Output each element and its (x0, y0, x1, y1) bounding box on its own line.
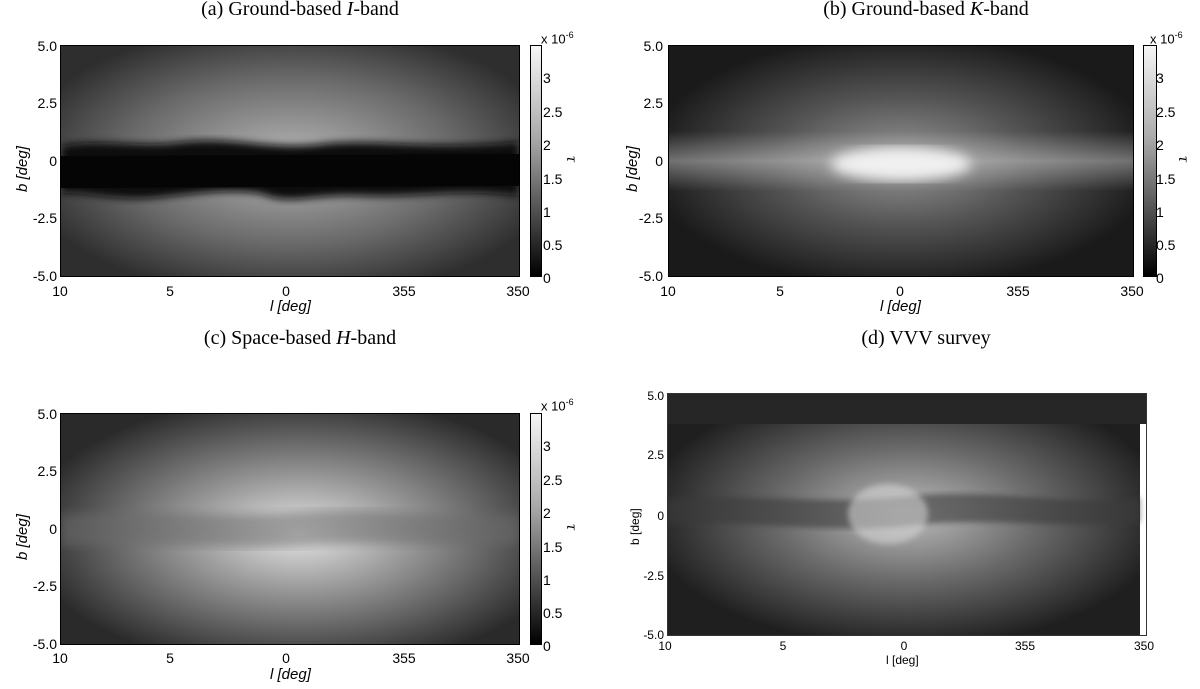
colorbar-tick: 1.5 (543, 539, 563, 555)
x-tick: 5 (166, 650, 174, 666)
y-tick: -2.5 (32, 210, 57, 226)
colorbar-tick: 0 (1156, 270, 1164, 286)
heatmap-plot (667, 393, 1147, 636)
heatmap-image (669, 46, 1133, 276)
y-axis-label: b [deg] (14, 146, 31, 192)
colorbar-tick: 2.5 (543, 104, 563, 120)
x-tick: 350 (1120, 283, 1144, 299)
x-tick: 10 (658, 639, 672, 653)
y-axis-label: b [deg] (14, 514, 31, 560)
y-tick: -2.5 (32, 578, 57, 594)
heatmap-image (61, 46, 519, 276)
colorbar (530, 413, 542, 645)
y-tick: 2.5 (37, 95, 57, 111)
colorbar-tick: 3 (543, 70, 551, 86)
colorbar-tick: 3 (1156, 70, 1164, 86)
y-tick: 0 (657, 509, 664, 523)
y-tick: 0 (49, 521, 57, 537)
heatmap-plot (668, 45, 1134, 277)
colorbar-label: τ (1174, 156, 1192, 162)
colorbar-tick: 2 (543, 505, 551, 521)
x-tick: 350 (506, 650, 530, 666)
x-tick: 355 (1006, 283, 1030, 299)
x-tick: 5 (779, 639, 787, 653)
colorbar-multiplier: x 10-6 (1150, 30, 1183, 47)
heatmap-plot (60, 413, 520, 645)
x-axis-label: l [deg] (886, 653, 919, 667)
heatmap-image (668, 394, 1146, 635)
colorbar-tick: 0.5 (543, 605, 563, 621)
y-tick: -5.0 (32, 636, 57, 652)
colorbar-tick: 1 (1156, 204, 1164, 220)
colorbar-tick: 0 (543, 638, 551, 654)
x-axis-label: l [deg] (270, 298, 311, 315)
colorbar-label: τ (562, 524, 580, 530)
colorbar-label: τ (562, 156, 580, 162)
x-tick: 350 (506, 283, 530, 299)
colorbar-tick: 0.5 (543, 237, 563, 253)
heatmap-image (61, 414, 519, 644)
y-tick: 2.5 (643, 95, 663, 111)
colorbar-multiplier: x 10-6 (541, 30, 574, 47)
x-tick: 0 (282, 650, 290, 666)
x-tick: 0 (282, 283, 290, 299)
colorbar-tick: 2.5 (543, 472, 563, 488)
y-axis-label: b [deg] (628, 508, 642, 545)
colorbar-tick: 2 (543, 137, 551, 153)
y-axis-label: b [deg] (624, 146, 641, 192)
colorbar-tick: 0 (543, 270, 551, 286)
x-tick: 350 (1133, 639, 1155, 653)
y-tick: 5.0 (37, 406, 57, 422)
y-tick: 2.5 (37, 463, 57, 479)
y-tick: -5.0 (32, 268, 57, 284)
y-tick: -5.0 (638, 268, 663, 284)
y-tick: -2.5 (638, 210, 663, 226)
y-tick: -5.0 (643, 628, 664, 642)
y-tick: 5.0 (647, 389, 664, 403)
panel-title: (c) Space-based H-band (203, 327, 397, 349)
colorbar-multiplier: x 10-6 (541, 397, 574, 414)
colorbar-tick: 1.5 (543, 171, 563, 187)
y-tick: 0 (655, 153, 663, 169)
x-tick: 10 (52, 283, 68, 299)
panel-title: (b) Ground-based K-band (823, 0, 1029, 20)
colorbar-tick: 1 (543, 572, 551, 588)
x-tick: 5 (166, 283, 174, 299)
x-tick: 10 (660, 283, 676, 299)
x-tick: 5 (776, 283, 784, 299)
x-tick: 355 (392, 650, 416, 666)
colorbar-tick: 1 (543, 204, 551, 220)
y-tick: 5.0 (37, 38, 57, 54)
colorbar-tick: 3 (543, 438, 551, 454)
colorbar-tick: 0.5 (1156, 237, 1176, 253)
colorbar (1143, 45, 1157, 277)
x-tick: 0 (896, 283, 904, 299)
colorbar-tick: 1.5 (1156, 171, 1176, 187)
x-axis-label: l [deg] (880, 298, 921, 315)
panel-title: (a) Ground-based I-band (201, 0, 399, 20)
colorbar-tick: 2 (1156, 137, 1164, 153)
heatmap-plot (60, 45, 520, 277)
y-tick: 5.0 (643, 38, 663, 54)
colorbar (530, 45, 542, 277)
colorbar-tick: 2.5 (1156, 104, 1176, 120)
x-tick: 0 (900, 639, 908, 653)
x-tick: 355 (1014, 639, 1036, 653)
panel-title: (d) VVV survey (861, 327, 991, 349)
x-axis-label: l [deg] (270, 666, 311, 683)
x-tick: 10 (52, 650, 68, 666)
y-tick: -2.5 (643, 569, 664, 583)
y-tick: 2.5 (647, 448, 664, 462)
x-tick: 355 (392, 283, 416, 299)
y-tick: 0 (49, 153, 57, 169)
